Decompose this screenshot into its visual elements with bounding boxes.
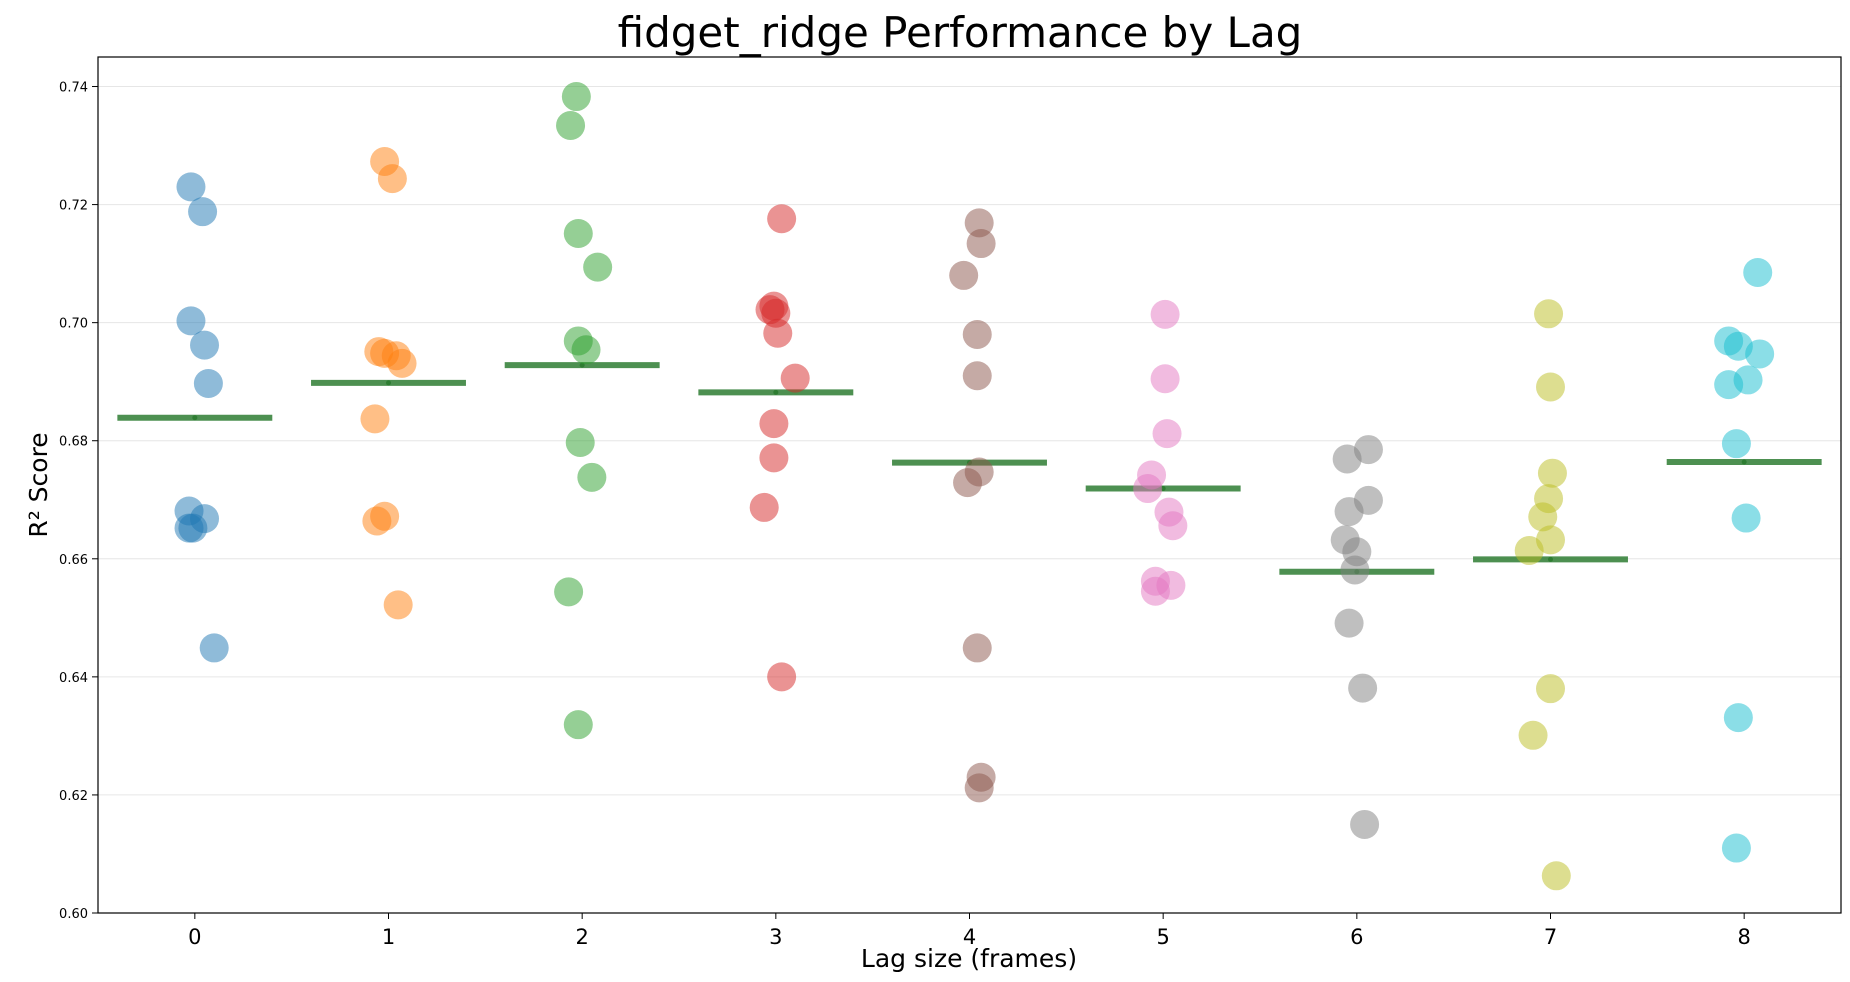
data-point <box>554 577 584 607</box>
data-point <box>767 204 797 234</box>
data-point <box>176 172 206 202</box>
data-point <box>1348 673 1378 703</box>
data-point <box>1332 444 1362 474</box>
x-axis-label: Lag size (frames) <box>861 944 1077 973</box>
data-point <box>383 590 413 620</box>
data-point <box>1334 497 1364 527</box>
data-point <box>962 361 992 391</box>
y-axis-label: R² Score <box>24 432 53 537</box>
data-point <box>953 468 983 498</box>
mean-marker <box>1741 459 1747 465</box>
data-point <box>563 710 593 740</box>
y-tick-label: 0.68 <box>59 435 88 450</box>
mean-marker <box>192 415 198 421</box>
x-tick-label: 1 <box>382 925 395 949</box>
data-point <box>1350 809 1380 839</box>
data-point <box>763 318 793 348</box>
data-point <box>563 219 593 249</box>
x-tick-label: 3 <box>769 925 782 949</box>
data-point <box>749 492 779 522</box>
y-tick-label: 0.74 <box>59 81 88 96</box>
data-point <box>1743 257 1773 287</box>
data-point <box>1534 299 1564 329</box>
data-point <box>1158 511 1188 541</box>
data-point <box>556 110 586 140</box>
data-point <box>964 773 994 803</box>
data-point <box>1723 703 1753 733</box>
data-point <box>1537 458 1567 488</box>
data-point <box>1150 364 1180 394</box>
data-point <box>949 260 979 290</box>
mean-marker <box>386 380 391 386</box>
data-point <box>176 306 206 336</box>
data-point <box>1340 555 1370 585</box>
data-point <box>561 82 591 112</box>
data-points <box>174 82 1775 891</box>
data-point <box>1140 576 1170 606</box>
data-point <box>1150 299 1180 329</box>
data-point <box>767 662 797 692</box>
y-tick-label: 0.62 <box>59 789 88 804</box>
data-point <box>387 348 417 378</box>
y-tick-label: 0.66 <box>59 553 88 568</box>
data-point <box>1731 503 1761 533</box>
x-tick-label: 6 <box>1350 925 1363 949</box>
data-point <box>377 164 407 194</box>
y-tick-label: 0.70 <box>59 317 88 332</box>
data-point <box>360 404 390 434</box>
data-point <box>1714 370 1744 400</box>
data-point <box>759 409 789 439</box>
data-point <box>780 363 810 393</box>
mean-marker <box>1548 556 1553 562</box>
data-point <box>1541 861 1571 891</box>
data-point <box>188 197 218 227</box>
x-tick-label: 0 <box>188 925 201 949</box>
data-point <box>1721 429 1751 459</box>
y-axis: 0.60 0.62 0.64 0.66 0.68 0.70 0.72 0.74 <box>59 81 98 922</box>
data-point <box>966 229 996 259</box>
data-point <box>1745 339 1775 369</box>
data-point <box>577 462 607 492</box>
data-point <box>1536 674 1565 704</box>
data-point <box>583 252 613 282</box>
data-point <box>193 368 223 398</box>
data-point <box>1152 419 1182 449</box>
data-point <box>571 335 601 365</box>
data-point <box>1518 720 1548 750</box>
data-point <box>190 330 220 360</box>
x-tick-label: 2 <box>575 925 588 949</box>
x-axis: 0 1 2 3 4 5 6 7 8 <box>188 913 1751 949</box>
data-point <box>1528 502 1558 532</box>
data-point <box>962 633 992 663</box>
x-tick-label: 8 <box>1737 925 1750 949</box>
data-point <box>199 633 229 663</box>
data-point <box>1536 372 1565 402</box>
data-point <box>1721 833 1751 863</box>
x-tick-label: 4 <box>963 925 976 949</box>
chart-title: fidget_ridge Performance by Lag <box>618 8 1303 57</box>
y-tick-label: 0.60 <box>59 907 88 922</box>
data-point <box>1334 608 1364 638</box>
mean-marker <box>773 389 779 395</box>
data-point <box>1133 474 1163 504</box>
data-point <box>565 427 595 457</box>
data-point <box>759 443 789 473</box>
x-tick-label: 5 <box>1156 925 1169 949</box>
data-point <box>1514 536 1544 566</box>
data-point <box>362 506 392 536</box>
y-tick-label: 0.64 <box>59 671 88 686</box>
y-tick-label: 0.72 <box>59 199 88 214</box>
x-tick-label: 7 <box>1544 925 1557 949</box>
data-point <box>178 513 208 543</box>
data-point <box>962 319 992 349</box>
